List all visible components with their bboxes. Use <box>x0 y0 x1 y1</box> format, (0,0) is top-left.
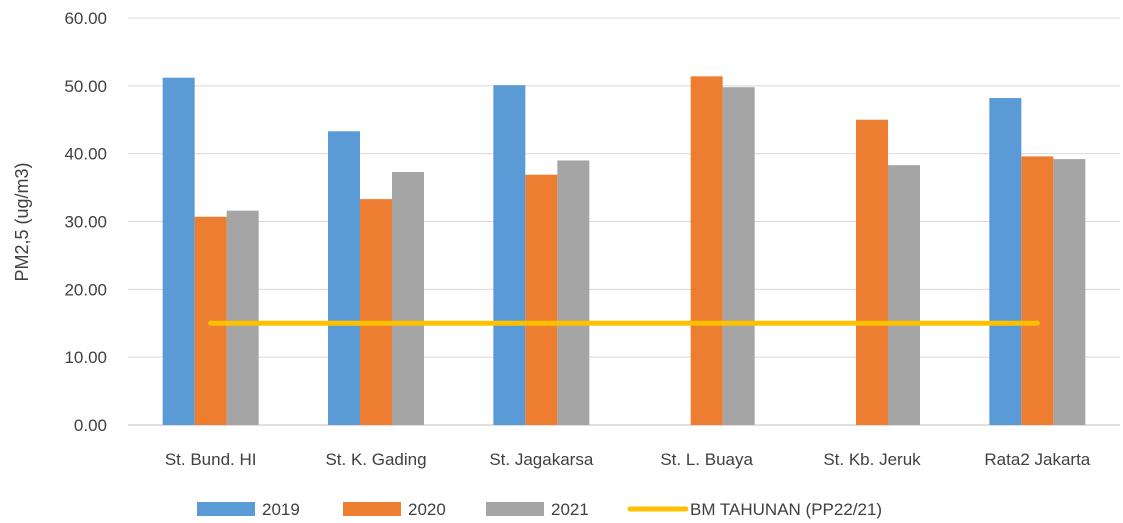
bar-2020 <box>360 199 392 425</box>
bar-2019 <box>328 131 360 425</box>
legend-swatch-2021 <box>486 502 544 516</box>
bar-2021 <box>1053 159 1086 426</box>
gridlines <box>128 17 1120 426</box>
legend-label: 2020 <box>408 500 446 519</box>
y-tick-label: 50.00 <box>64 77 107 96</box>
x-tick-label: St. Bund. HI <box>165 450 257 469</box>
legend-label: 2021 <box>551 500 589 519</box>
bar-2021 <box>226 210 259 425</box>
bar-2020 <box>690 76 723 425</box>
x-tick-label: Rata2 Jakarta <box>984 450 1090 469</box>
bars <box>162 76 1086 426</box>
x-tick-label: St. L. Buaya <box>660 450 753 469</box>
bar-2019 <box>989 98 1022 425</box>
x-tick-label: St. Kb. Jeruk <box>823 450 921 469</box>
bar-2021 <box>722 87 755 425</box>
bar-2021 <box>557 160 590 425</box>
y-tick-label: 30.00 <box>64 213 107 232</box>
y-tick-label: 0.00 <box>74 416 107 435</box>
y-axis-label: PM2,5 (ug/m3) <box>12 162 32 281</box>
bar-2019 <box>162 77 195 426</box>
x-axis-ticks: St. Bund. HI St. K. Gading St. Jagakarsa St… <box>165 450 1091 469</box>
x-tick-label: St. K. Gading <box>325 450 426 469</box>
legend-label: BM TAHUNAN (PP22/21) <box>690 500 882 519</box>
bar-2019 <box>493 85 526 425</box>
y-tick-label: 40.00 <box>64 145 107 164</box>
bar-2021 <box>392 171 424 425</box>
legend-swatch-2019 <box>197 502 255 516</box>
bar-2020 <box>856 119 888 425</box>
y-tick-label: 10.00 <box>64 348 107 367</box>
bar-2021 <box>888 165 920 425</box>
x-tick-label: St. Jagakarsa <box>489 450 593 469</box>
bar-2020 <box>1021 156 1054 425</box>
y-tick-label: 20.00 <box>64 280 107 299</box>
y-tick-label: 60.00 <box>64 9 107 28</box>
bar-2020 <box>525 174 558 425</box>
legend-label: 2019 <box>262 500 300 519</box>
legend: 2019 2020 2021 BM TAHUNAN (PP22/21) <box>197 500 882 519</box>
y-axis-ticks: 0.00 10.00 20.00 30.00 40.00 50.00 60.00 <box>64 9 107 435</box>
legend-swatch-2020 <box>343 502 401 516</box>
